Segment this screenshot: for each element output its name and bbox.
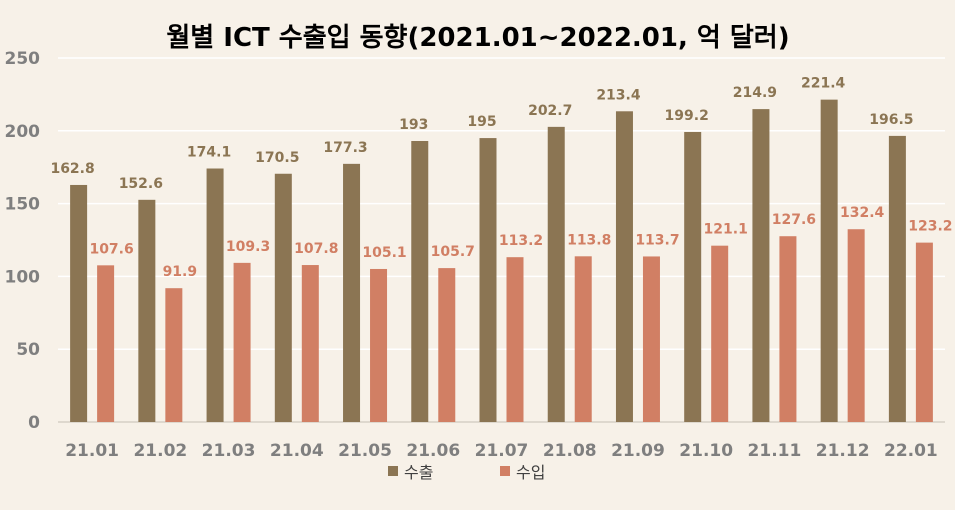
bars	[70, 99, 933, 423]
export-value-label: 221.4	[801, 76, 846, 92]
export-value-label: 162.8	[50, 161, 94, 177]
import-value-label: 127.6	[772, 212, 816, 228]
export-bar	[684, 131, 702, 423]
import-bar	[370, 268, 388, 422]
import-value-label: 107.8	[294, 241, 338, 257]
legend-label-import: 수입	[516, 463, 545, 482]
import-bar	[438, 268, 456, 422]
import-value-label: 132.4	[840, 205, 885, 221]
import-bar	[779, 236, 797, 422]
import-value-label: 113.8	[567, 232, 611, 248]
x-tick-label: 21.03	[202, 441, 256, 461]
export-value-label: 174.1	[187, 145, 231, 161]
export-value-label: 193	[399, 117, 428, 133]
export-value-label: 170.5	[255, 150, 299, 166]
import-value-label: 105.7	[431, 244, 475, 260]
export-bar	[70, 184, 88, 422]
export-bar	[547, 126, 565, 422]
legend-swatch-export	[388, 466, 398, 476]
export-value-label: 196.5	[869, 112, 913, 128]
y-tick-label: 50	[16, 340, 40, 360]
y-tick-label: 250	[5, 49, 41, 69]
import-value-label: 91.9	[163, 264, 198, 280]
import-bar	[506, 257, 524, 422]
x-tick-label: 21.08	[543, 441, 597, 461]
import-value-label: 121.1	[704, 222, 748, 238]
export-value-label: 199.2	[665, 108, 709, 124]
x-tick-label: 21.12	[816, 441, 870, 461]
import-value-label: 109.3	[226, 239, 270, 255]
export-bar	[752, 109, 770, 423]
import-bar	[915, 242, 933, 422]
import-value-label: 113.2	[499, 233, 543, 249]
import-bar	[847, 229, 865, 422]
export-bar	[615, 111, 633, 422]
export-bar	[820, 99, 838, 422]
export-bar	[206, 168, 224, 422]
legend-label-export: 수출	[404, 463, 433, 482]
import-bar	[165, 288, 183, 422]
x-axis: 21.01 21.02 21.03 21.04 21.05 21.06 21.07 21.08…	[65, 441, 938, 461]
y-tick-label: 100	[5, 267, 41, 287]
import-bar	[301, 265, 319, 422]
y-tick-label: 0	[28, 413, 40, 433]
x-tick-label: 21.09	[611, 441, 665, 461]
export-bar	[138, 199, 156, 422]
chart-title: 월별 ICT 수출입 동향(2021.01~2022.01, 억 달러)	[166, 23, 789, 53]
export-value-label: 202.7	[528, 103, 572, 119]
export-value-label: 213.4	[596, 87, 641, 103]
import-value-label: 123.2	[908, 219, 952, 235]
import-bar	[574, 256, 592, 422]
export-bar	[479, 138, 497, 422]
import-value-label: 107.6	[89, 241, 133, 257]
data-labels: 162.8 107.6 152.6 91.9 174.1 109.3 170.5 107.8 1…	[50, 76, 952, 281]
export-bar	[274, 173, 292, 422]
x-tick-label: 21.05	[338, 441, 392, 461]
import-value-label: 105.1	[362, 245, 406, 261]
x-tick-label: 21.01	[65, 441, 119, 461]
x-tick-label: 21.07	[475, 441, 529, 461]
import-value-label: 113.7	[635, 232, 679, 248]
export-bar	[888, 135, 906, 422]
x-tick-label: 21.06	[406, 441, 460, 461]
x-tick-label: 22.01	[884, 441, 938, 461]
import-bar	[97, 265, 115, 422]
y-axis: 0 50 100 150 200 250	[5, 49, 41, 433]
import-bar	[233, 262, 251, 422]
gridlines	[58, 57, 945, 423]
export-value-label: 152.6	[119, 176, 163, 192]
export-bar	[411, 140, 429, 422]
x-tick-label: 21.02	[133, 441, 187, 461]
export-value-label: 214.9	[733, 85, 777, 101]
export-value-label: 177.3	[323, 140, 367, 156]
import-bar	[711, 245, 729, 422]
import-bar	[642, 256, 660, 422]
legend: 수출 수입	[388, 463, 545, 482]
y-tick-label: 200	[5, 122, 41, 142]
export-value-label: 195	[467, 114, 496, 130]
x-tick-label: 21.11	[748, 441, 802, 461]
legend-swatch-import	[500, 466, 510, 476]
x-tick-label: 21.10	[679, 441, 733, 461]
x-tick-label: 21.04	[270, 441, 324, 461]
export-bar	[343, 163, 361, 422]
y-tick-label: 150	[5, 195, 41, 215]
